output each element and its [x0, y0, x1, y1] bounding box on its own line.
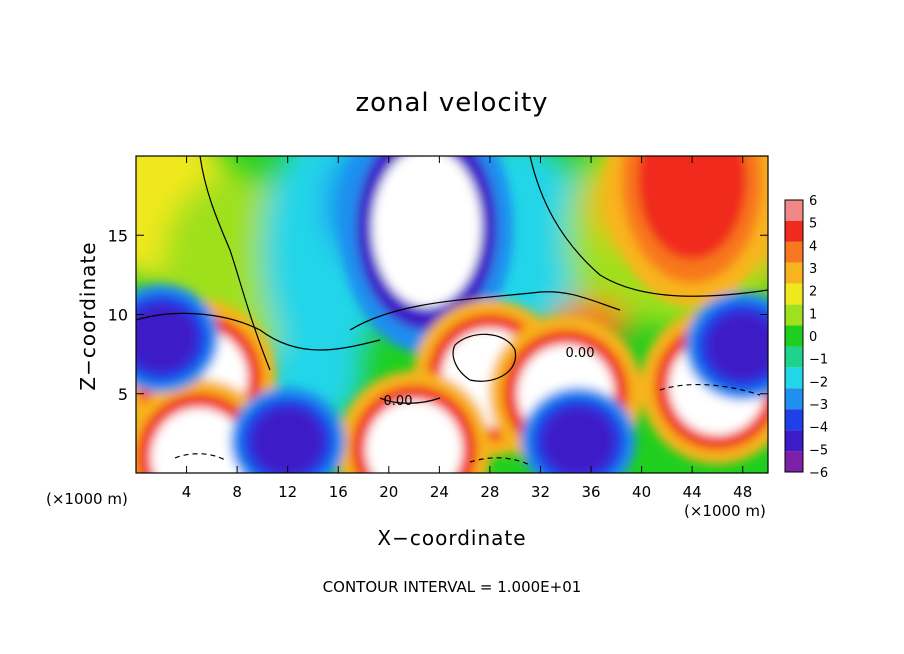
contour-5	[379, 397, 441, 404]
colorbar-swatch	[785, 430, 803, 452]
colorbar-swatch	[785, 220, 803, 242]
contour-7	[174, 453, 226, 461]
x-tick-label: 16	[329, 483, 348, 501]
y-tick-label: 10	[108, 306, 128, 325]
chart-title: zonal velocity	[355, 88, 549, 118]
contour-8	[469, 457, 531, 466]
contour-0	[199, 156, 271, 371]
colorbar-label: 3	[809, 262, 817, 277]
colorbar-swatch	[785, 367, 803, 389]
zero-contours: 0.00 0.00	[136, 156, 768, 466]
colorbar-swatch	[785, 388, 803, 410]
colorbar-swatch	[785, 200, 803, 221]
colorbar-label: 4	[809, 239, 817, 254]
x-tick-label: 44	[683, 483, 702, 501]
contour-1	[136, 312, 381, 351]
y-tick-label: 5	[118, 385, 128, 404]
feature-1-ring-3	[388, 170, 466, 284]
feature-10-ring-3	[136, 314, 188, 363]
colorbar-swatch	[785, 325, 803, 347]
feature-9-ring-3	[552, 417, 605, 466]
contour-label-0: 0.00	[384, 394, 413, 409]
colorbar-frame	[784, 199, 804, 473]
colorbar-label: 5	[809, 217, 817, 232]
colorbar-swatch	[785, 304, 803, 326]
x-unit-label-right: (×1000 m)	[684, 502, 766, 520]
x-axis: 4 8 12 16 20 24 28 32 36 40 44 48	[182, 156, 752, 501]
x-tick-label: 48	[733, 483, 752, 501]
colorbar-swatch	[785, 283, 803, 305]
colorbar-swatch	[785, 262, 803, 284]
colorbar-label: −5	[809, 443, 828, 458]
colorbar-label: 6	[809, 194, 817, 209]
colorbar-label: 0	[809, 330, 817, 345]
x-unit-label-left: (×1000 m)	[46, 490, 128, 508]
x-axis-label: X−coordinate	[377, 526, 527, 550]
colorbar-label: −6	[809, 466, 828, 481]
colorbar-label: 2	[809, 285, 817, 300]
x-tick-label: 12	[278, 483, 297, 501]
colorbar-swatch	[785, 241, 803, 263]
colorbar: 6 5 4 3 2 1 0 −1 −2 −3 −4 −5 −6	[784, 194, 828, 481]
feature-6-ring-3	[379, 414, 449, 473]
x-tick-label: 28	[480, 483, 499, 501]
x-tick-label: 40	[632, 483, 651, 501]
contour-3	[349, 291, 621, 331]
contour-4	[452, 333, 517, 382]
colorbar-label: 1	[809, 307, 817, 322]
colorbar-label: −1	[809, 353, 828, 368]
feature-8-ring-3	[261, 417, 314, 466]
x-tick-label: 32	[531, 483, 550, 501]
x-tick-label: 20	[379, 483, 398, 501]
x-tick-label: 24	[430, 483, 449, 501]
contour-2	[529, 156, 768, 297]
contour-interval-note: CONTOUR INTERVAL = 1.000E+01	[322, 578, 582, 596]
colorbar-label: −3	[809, 398, 828, 413]
feature-7-ring-3	[164, 422, 234, 473]
contour-6	[659, 383, 761, 396]
feature-11-ring-3	[716, 321, 768, 371]
y-axis: 5 10 15	[108, 226, 768, 404]
x-tick-label: 4	[182, 483, 192, 501]
colorbar-swatch	[785, 346, 803, 368]
field-features	[136, 156, 768, 473]
feature-0-ring-3	[653, 156, 731, 237]
colorbar-label: −2	[809, 375, 828, 390]
x-tick-label: 36	[581, 483, 600, 501]
velocity-field	[136, 156, 768, 473]
x-tick-label: 8	[232, 483, 242, 501]
colorbar-swatch	[785, 451, 803, 472]
colorbar-swatch	[785, 409, 803, 431]
colorbar-label: −4	[809, 421, 828, 436]
contour-label-1: 0.00	[566, 346, 595, 361]
y-tick-label: 15	[108, 226, 128, 245]
